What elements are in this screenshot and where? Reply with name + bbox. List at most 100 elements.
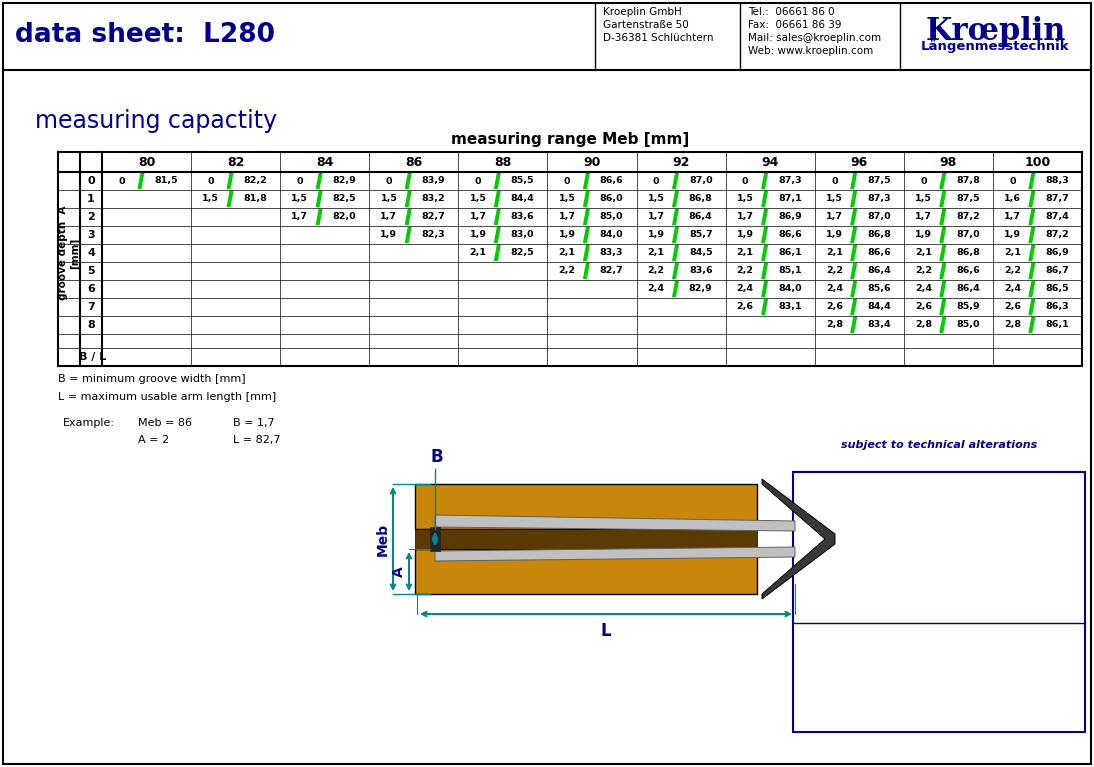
Text: 87,4: 87,4 (1045, 212, 1069, 222)
Text: 2,8: 2,8 (915, 321, 932, 330)
Text: Fax:  06661 86 39: Fax: 06661 86 39 (748, 20, 841, 30)
Text: 1,5: 1,5 (469, 195, 487, 203)
Text: 0: 0 (475, 176, 481, 186)
Text: 86,6: 86,6 (868, 249, 891, 258)
Text: 1,7: 1,7 (648, 212, 665, 222)
Text: 2: 2 (88, 212, 95, 222)
Polygon shape (940, 281, 946, 297)
Polygon shape (226, 191, 233, 207)
Bar (415, 484, 757, 529)
Polygon shape (405, 209, 411, 225)
Text: 82,0: 82,0 (333, 212, 357, 222)
Polygon shape (493, 245, 501, 261)
Polygon shape (138, 173, 144, 189)
Text: 1,7: 1,7 (826, 212, 842, 222)
Text: 87,0: 87,0 (689, 176, 712, 186)
Text: 1,9: 1,9 (559, 231, 575, 239)
Bar (793, 472, 1085, 732)
Polygon shape (583, 209, 590, 225)
Text: 94: 94 (761, 156, 779, 169)
Text: 87,7: 87,7 (1045, 195, 1069, 203)
Text: 1,9: 1,9 (1004, 231, 1021, 239)
Polygon shape (405, 173, 411, 189)
Text: A = 2: A = 2 (138, 435, 170, 445)
Text: Krœplin: Krœplin (926, 16, 1066, 47)
Text: 82: 82 (226, 156, 244, 169)
Polygon shape (850, 281, 857, 297)
Text: 1,9: 1,9 (469, 231, 487, 239)
Polygon shape (850, 227, 857, 243)
Text: 2,1: 2,1 (915, 249, 932, 258)
Text: Tel.:  06661 86 0: Tel.: 06661 86 0 (748, 7, 835, 17)
Text: 96: 96 (851, 156, 868, 169)
Polygon shape (940, 227, 946, 243)
Text: 86,6: 86,6 (778, 231, 802, 239)
Text: 7: 7 (88, 302, 95, 312)
Polygon shape (672, 263, 679, 279)
Text: 81,8: 81,8 (243, 195, 267, 203)
Text: 86,4: 86,4 (956, 285, 980, 294)
Polygon shape (761, 209, 768, 225)
Bar (415, 549, 757, 594)
Text: 87,3: 87,3 (868, 195, 891, 203)
Polygon shape (583, 245, 590, 261)
Text: 1,7: 1,7 (469, 212, 487, 222)
Polygon shape (1028, 299, 1035, 315)
Text: 2,1: 2,1 (559, 249, 575, 258)
Text: 1,7: 1,7 (915, 212, 932, 222)
Text: 2,6: 2,6 (826, 302, 842, 311)
Text: B = 1,7: B = 1,7 (233, 418, 275, 428)
Text: 2,4: 2,4 (826, 285, 842, 294)
Text: 83,4: 83,4 (868, 321, 891, 330)
Text: 82,5: 82,5 (511, 249, 534, 258)
Polygon shape (761, 191, 768, 207)
Text: 83,0: 83,0 (511, 231, 534, 239)
Text: 2,1: 2,1 (826, 249, 842, 258)
Polygon shape (583, 263, 590, 279)
Polygon shape (850, 299, 857, 315)
Text: measuring range Meb [mm]: measuring range Meb [mm] (451, 132, 689, 147)
Text: 0: 0 (920, 176, 927, 186)
Polygon shape (672, 281, 679, 297)
Text: 2,6: 2,6 (736, 302, 754, 311)
Text: B = minimum groove width [mm]: B = minimum groove width [mm] (58, 374, 246, 384)
Text: 84,4: 84,4 (511, 195, 534, 203)
Text: 98: 98 (940, 156, 957, 169)
Text: 23.09.2020: 23.09.2020 (908, 650, 978, 660)
Text: 87,3: 87,3 (778, 176, 802, 186)
Polygon shape (761, 227, 768, 243)
Text: 86,6: 86,6 (600, 176, 624, 186)
Text: Meb: Meb (376, 522, 389, 555)
Polygon shape (850, 263, 857, 279)
Text: name:: name: (803, 528, 838, 538)
Text: 82,7: 82,7 (600, 266, 624, 275)
Polygon shape (672, 191, 679, 207)
Text: 1,5: 1,5 (291, 195, 309, 203)
Polygon shape (583, 227, 590, 243)
Text: revision status:: revision status: (803, 630, 888, 640)
Text: 87,0: 87,0 (956, 231, 980, 239)
Polygon shape (850, 173, 857, 189)
Polygon shape (761, 299, 768, 315)
Text: 2,4: 2,4 (915, 285, 932, 294)
Text: data sheet:  L280: data sheet: L280 (15, 21, 275, 48)
Text: 83,6: 83,6 (689, 266, 712, 275)
Text: 1,6: 1,6 (1004, 195, 1021, 203)
Bar (430, 527, 440, 551)
Text: 82,7: 82,7 (421, 212, 445, 222)
Text: 1,9: 1,9 (648, 231, 665, 239)
Text: 88,3: 88,3 (1045, 176, 1069, 186)
Polygon shape (315, 173, 323, 189)
Text: 100: 100 (1024, 156, 1050, 169)
Polygon shape (850, 191, 857, 207)
Polygon shape (493, 227, 501, 243)
Text: Example:: Example: (63, 418, 115, 428)
Text: 87,2: 87,2 (956, 212, 980, 222)
Text: 87,5: 87,5 (956, 195, 980, 203)
Polygon shape (583, 173, 590, 189)
Text: Meb = 86: Meb = 86 (138, 418, 193, 428)
Text: 82,9: 82,9 (689, 285, 712, 294)
Text: 1,5: 1,5 (648, 195, 664, 203)
Text: 3: 3 (88, 230, 95, 240)
Text: 80: 80 (138, 156, 155, 169)
